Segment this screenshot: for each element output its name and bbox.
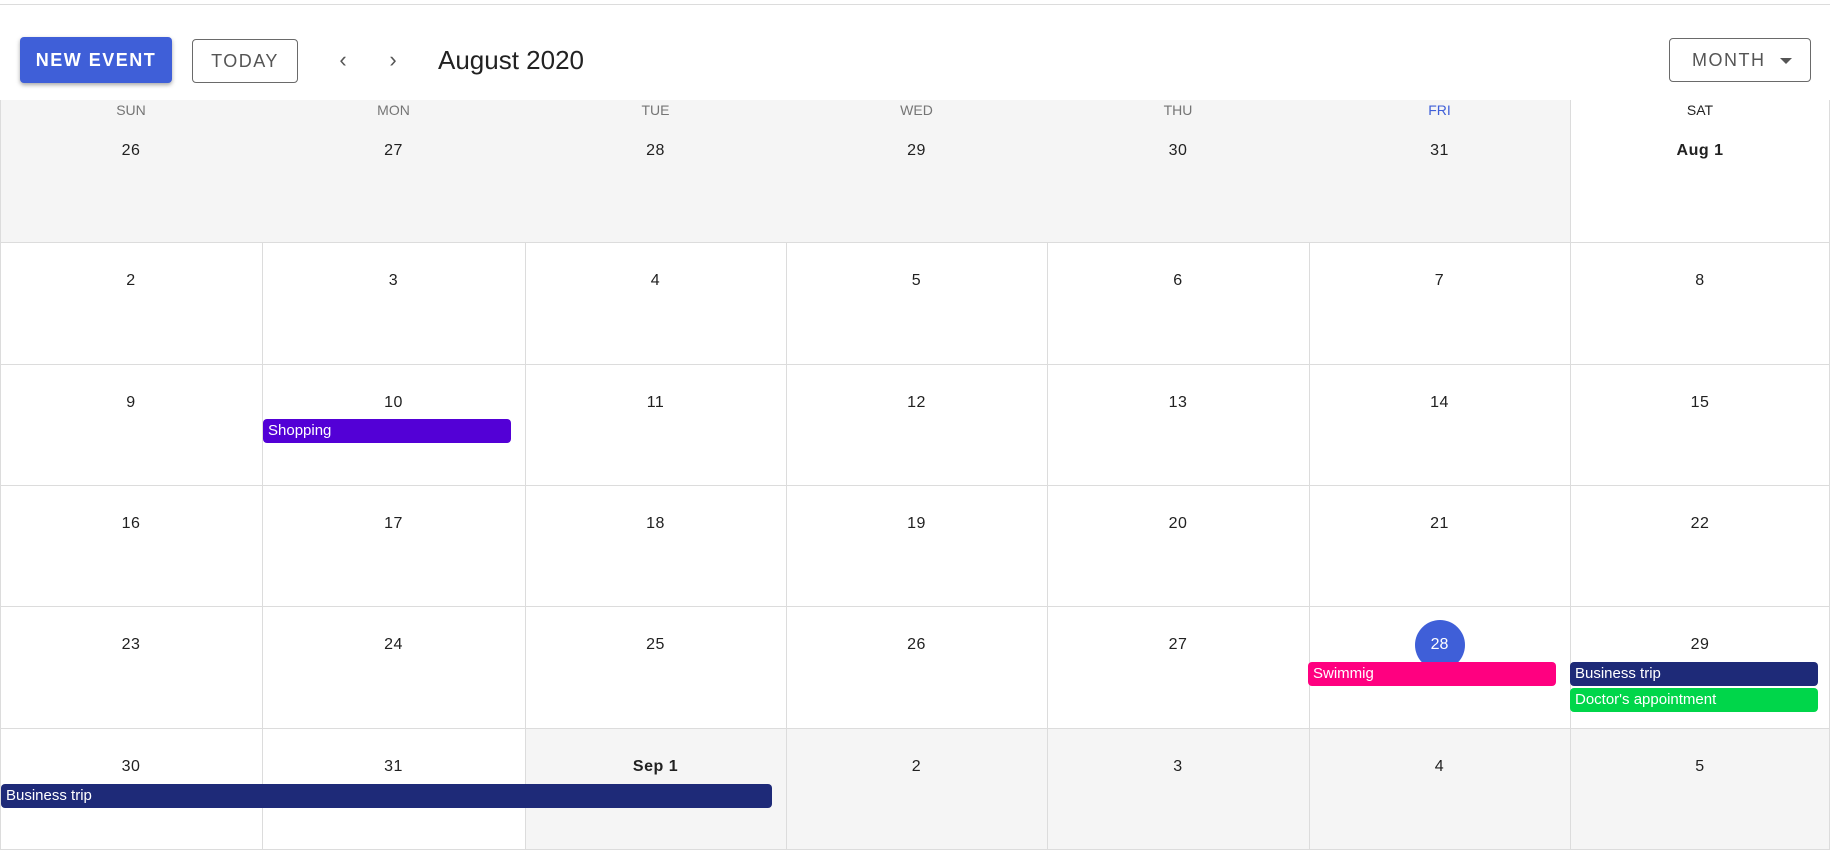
today-button[interactable]: TODAY [192, 39, 298, 83]
day-number[interactable]: 15 [1690, 394, 1710, 411]
day-number[interactable]: 9 [126, 394, 136, 411]
grid-col-line [525, 242, 526, 849]
day-number[interactable]: 19 [907, 515, 926, 532]
day-number[interactable]: 13 [1168, 394, 1188, 411]
day-number[interactable]: 12 [907, 394, 926, 411]
view-select-label: MONTH [1692, 49, 1766, 70]
weekday-tue: TUE [641, 102, 670, 118]
calendar-event[interactable]: Shopping [263, 419, 511, 443]
day-number[interactable]: 5 [911, 272, 922, 289]
day-number[interactable]: 21 [1430, 515, 1449, 532]
calendar-event[interactable]: Business trip [1, 784, 772, 808]
calendar-event[interactable]: Doctor's appointment [1570, 688, 1818, 712]
day-number[interactable]: 2 [911, 758, 922, 775]
day-number[interactable]: 26 [907, 636, 926, 653]
day-number[interactable]: 18 [646, 515, 665, 532]
chevron-left-icon[interactable]: ‹ [339, 47, 347, 72]
day-number[interactable]: 8 [1695, 272, 1705, 289]
grid-row-line [0, 485, 1830, 486]
day-number[interactable]: 29 [907, 142, 926, 159]
day-number[interactable]: 24 [384, 636, 403, 653]
day-number[interactable]: 22 [1690, 515, 1710, 532]
grid-col-line [262, 242, 263, 849]
prev-month-shade [0, 100, 1570, 242]
grid-row-line [0, 242, 1830, 243]
view-select[interactable]: MONTH [1669, 38, 1811, 82]
day-number[interactable]: 30 [121, 758, 141, 775]
weekday-thu: THU [1163, 102, 1193, 118]
day-number[interactable]: 10 [384, 394, 403, 411]
weekday-fri: FRI [1428, 102, 1451, 118]
calendar-title: August 2020 [438, 45, 585, 75]
day-number[interactable]: 31 [384, 758, 403, 775]
day-number[interactable]: Aug 1 [1676, 142, 1724, 159]
day-number[interactable]: 26 [121, 142, 141, 159]
calendar-event[interactable]: Business trip [1570, 662, 1818, 686]
day-number[interactable]: 31 [1430, 142, 1449, 159]
day-number[interactable]: 5 [1695, 758, 1705, 775]
grid-row-line [0, 849, 1830, 850]
grid-col-line [786, 242, 787, 849]
weekday-wed: WED [900, 102, 933, 118]
top-divider [0, 4, 1830, 5]
weekday-mon: MON [377, 102, 410, 118]
calendar-event[interactable]: Swimmig [1308, 662, 1556, 686]
chevron-right-icon[interactable]: › [389, 47, 397, 72]
caret-down-icon [1780, 58, 1792, 64]
day-number[interactable]: 27 [1168, 636, 1188, 653]
day-number[interactable]: 3 [388, 272, 399, 289]
grid-col-line [1047, 242, 1048, 849]
day-number[interactable]: 2 [126, 272, 136, 289]
day-number[interactable]: 3 [1173, 758, 1183, 775]
weekday-sun: SUN [116, 102, 146, 118]
calendar-toolbar: NEW EVENT TODAY ‹ › August 2020 MONTH [0, 5, 1830, 100]
grid-row-line [0, 606, 1830, 607]
day-number[interactable]: 6 [1173, 272, 1183, 289]
day-number[interactable]: 27 [384, 142, 403, 159]
day-number[interactable]: 30 [1168, 142, 1188, 159]
day-number[interactable]: 20 [1168, 515, 1188, 532]
day-number[interactable]: 14 [1430, 394, 1449, 411]
day-number[interactable]: 23 [121, 636, 141, 653]
grid-col-line [1570, 100, 1571, 849]
day-number[interactable]: 28 [646, 142, 665, 159]
day-number[interactable]: 17 [384, 515, 403, 532]
grid-col-line [1309, 242, 1310, 849]
today-day-number[interactable]: 28 [1414, 620, 1465, 670]
day-number[interactable]: 16 [121, 515, 141, 532]
day-number[interactable]: 4 [650, 272, 661, 289]
weekday-sat: SAT [1686, 102, 1714, 118]
grid-col-line [0, 100, 1, 849]
day-number[interactable]: 4 [1434, 758, 1445, 775]
day-number[interactable]: 25 [646, 636, 665, 653]
new-event-button[interactable]: NEW EVENT [20, 37, 172, 83]
day-number[interactable]: Sep 1 [632, 758, 679, 775]
grid-row-line [0, 364, 1830, 365]
day-number[interactable]: 7 [1434, 272, 1445, 289]
day-number[interactable]: 29 [1690, 636, 1710, 653]
day-number[interactable]: 11 [646, 394, 665, 411]
grid-row-line [0, 728, 1830, 729]
